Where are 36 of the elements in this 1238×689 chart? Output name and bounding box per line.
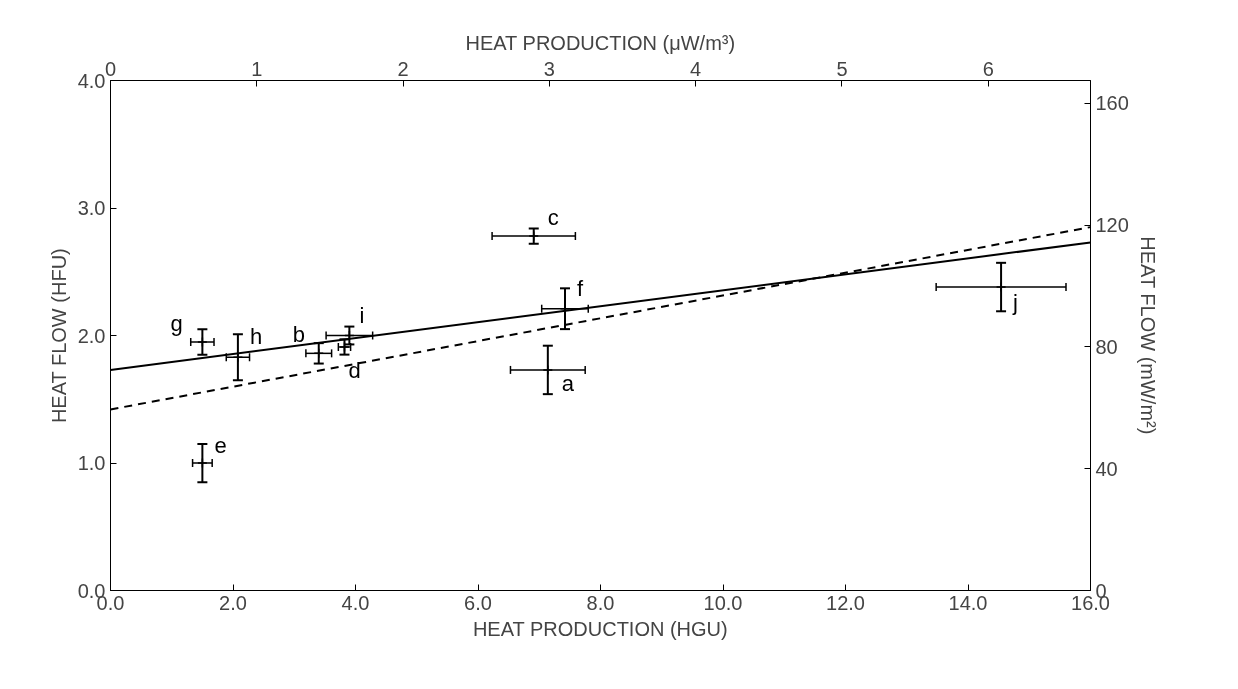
annotation: c: [547, 205, 559, 231]
x2-tick-label: 6: [982, 57, 994, 80]
y-tick-label: 2.0: [77, 324, 106, 347]
x-tick-label: 6.0: [464, 591, 492, 614]
x-tick-label: 8.0: [586, 591, 615, 614]
annotation: d: [348, 357, 361, 383]
x-tick-label: 4.0: [341, 591, 370, 614]
x2-tick-label: 0: [104, 57, 117, 80]
y2-tick-label: 80: [1095, 335, 1118, 358]
x2-tick-label: 3: [543, 57, 555, 80]
x2-axis-title: HEAT PRODUCTION (μW/m³): [465, 31, 736, 54]
x-tick-label: 10.0: [703, 591, 743, 614]
annotation: f: [576, 275, 584, 301]
x-tick-label: 2.0: [219, 591, 247, 614]
y-tick-label: 1.0: [77, 452, 106, 474]
annotation: i: [359, 302, 365, 328]
y-tick-label: 3.0: [77, 197, 106, 219]
y2-axis-title: HEAT FLOW (mW/m²): [1136, 236, 1159, 435]
annotation: b: [292, 322, 305, 348]
annotation: h: [249, 324, 263, 350]
x2-tick-label: 2: [397, 57, 409, 80]
y2-tick-label: 120: [1095, 214, 1129, 237]
x-tick-label: 12.0: [826, 591, 865, 614]
x-tick-label: 14.0: [948, 591, 988, 614]
y2-tick-label: 40: [1095, 457, 1118, 480]
x2-tick-label: 5: [836, 57, 848, 80]
x-axis-title: HEAT PRODUCTION (HGU): [472, 617, 728, 640]
annotation: e: [214, 433, 227, 458]
y-axis-title: HEAT FLOW (HFU): [47, 248, 70, 424]
y-tick-label: 4.0: [77, 69, 106, 92]
x2-tick-label: 1: [251, 57, 263, 80]
x2-tick-label: 4: [690, 57, 702, 80]
annotation: g: [170, 310, 183, 336]
annotation: j: [1012, 290, 1018, 316]
y2-tick-label: 160: [1095, 92, 1129, 115]
annotation: a: [561, 370, 575, 396]
